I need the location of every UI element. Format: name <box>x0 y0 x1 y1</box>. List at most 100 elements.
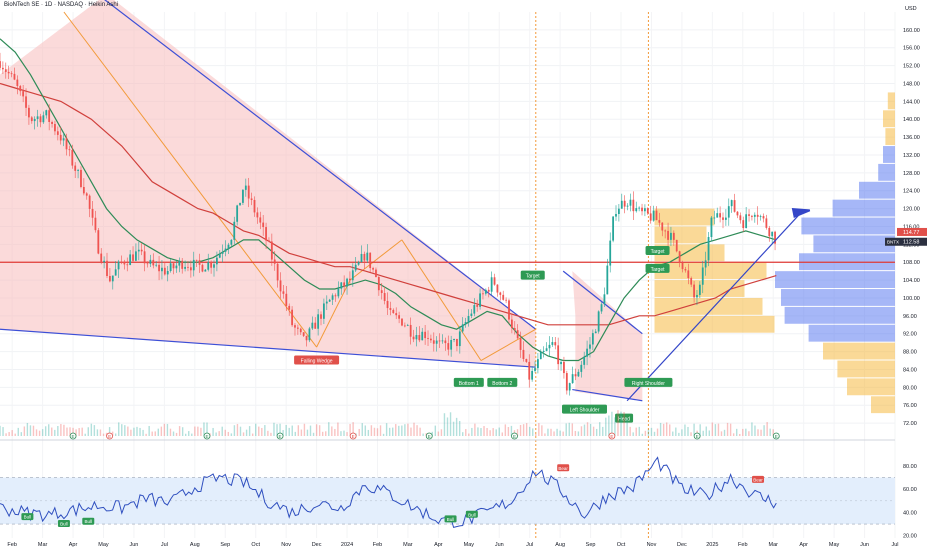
candle-body <box>470 313 473 316</box>
volume-bar <box>178 426 181 436</box>
volume-bar <box>328 422 330 436</box>
candle-body <box>108 276 111 282</box>
volume-bar <box>395 424 397 436</box>
volume-bar <box>318 425 321 436</box>
volume-bar <box>35 429 38 436</box>
earnings-marker[interactable] <box>69 432 77 440</box>
candle-body <box>563 361 565 374</box>
candle-body <box>406 324 409 326</box>
volume-bar <box>142 429 144 436</box>
volume-bar <box>11 430 13 436</box>
volume-profile-bar <box>878 163 895 181</box>
volume-bar <box>194 426 196 436</box>
candle-body <box>259 217 262 223</box>
volume-bar <box>60 424 62 436</box>
volume-bar <box>398 425 400 436</box>
time-tick-label: Jun <box>860 542 869 548</box>
pattern-label-text: Bottom 2 <box>492 381 512 387</box>
candle-body <box>221 251 224 254</box>
candle-body <box>597 311 600 332</box>
earnings-marker[interactable] <box>276 432 284 440</box>
candle-body <box>299 328 302 333</box>
candle-body <box>450 340 453 350</box>
volume-bar <box>334 428 336 436</box>
volume-profile-bar <box>883 110 895 128</box>
trend-arrow-head <box>791 207 811 219</box>
pattern-label <box>624 377 673 387</box>
earnings-marker[interactable] <box>772 432 780 440</box>
rsi-signal-text: Bull <box>24 515 32 520</box>
earnings-marker[interactable] <box>106 432 113 440</box>
volume-bar <box>392 427 394 436</box>
earnings-marker-text: E <box>775 434 778 439</box>
time-tick-label: Dec <box>312 542 322 548</box>
candle-body <box>594 331 597 334</box>
candle-body <box>13 73 16 80</box>
candle-body <box>163 267 166 275</box>
pattern-label-text: Falling Wedge <box>301 359 333 365</box>
volume-bar <box>723 429 726 436</box>
candle-body <box>458 331 461 347</box>
candle-body <box>701 267 704 285</box>
candle-body <box>542 350 545 352</box>
volume-bar <box>760 429 762 436</box>
earnings-marker[interactable] <box>203 432 211 440</box>
volume-bar <box>675 427 677 436</box>
volume-bar <box>75 429 77 436</box>
volume-bar <box>96 429 99 436</box>
volume-bar <box>72 427 74 436</box>
volume-bar <box>480 428 482 436</box>
candle-body <box>56 131 59 135</box>
candle-body <box>479 293 481 307</box>
candle-body <box>189 267 192 271</box>
pattern-label <box>561 404 607 414</box>
volume-bar <box>766 422 768 436</box>
volume-bar <box>550 428 552 436</box>
volume-bar <box>172 431 175 436</box>
earnings-marker-text: E <box>279 434 282 439</box>
volume-bar <box>331 426 333 436</box>
candle-body <box>401 318 403 326</box>
price-tick-label: 96.00 <box>903 314 917 320</box>
candle-body <box>484 289 487 294</box>
volume-bar <box>66 427 68 436</box>
volume-bar <box>346 432 348 436</box>
earnings-marker[interactable] <box>511 432 518 440</box>
bntx-price-tag[interactable] <box>885 237 927 246</box>
candle-body <box>412 336 415 340</box>
current-price-tag[interactable] <box>897 227 927 236</box>
volume-bar <box>474 423 476 436</box>
candle-body <box>120 261 123 263</box>
volume-bar <box>197 426 199 436</box>
volume-bar <box>370 425 373 436</box>
volume-bar <box>78 428 80 436</box>
candle-body <box>282 291 285 294</box>
volume-bar <box>166 423 169 436</box>
wedge-upper-line <box>104 0 537 330</box>
candle-body <box>493 277 496 285</box>
price-tick-label: 132.00 <box>903 153 920 159</box>
bntx-price-text: 112.58 <box>903 240 919 246</box>
candle-body <box>279 280 282 292</box>
candle-body <box>649 213 652 221</box>
volume-bar <box>763 425 765 436</box>
candle-body <box>430 338 432 341</box>
price-tick-label: 100.00 <box>903 296 920 302</box>
candle-body <box>765 218 768 228</box>
candle-body <box>253 199 256 213</box>
earnings-marker[interactable] <box>693 432 701 440</box>
candle-body <box>632 199 635 212</box>
moving-average-200 <box>0 82 777 326</box>
rsi-signal-text: Bear <box>753 477 763 482</box>
earnings-marker[interactable] <box>608 432 616 440</box>
time-tick-label: Apr <box>434 542 443 548</box>
pattern-label <box>615 413 634 423</box>
earnings-marker[interactable] <box>425 432 433 440</box>
volume-bar <box>221 426 223 436</box>
earnings-marker[interactable] <box>349 432 357 440</box>
candle-body <box>100 253 103 263</box>
candle-body <box>351 270 354 281</box>
wedge-lower-line <box>0 328 536 368</box>
candle-body <box>510 319 513 329</box>
